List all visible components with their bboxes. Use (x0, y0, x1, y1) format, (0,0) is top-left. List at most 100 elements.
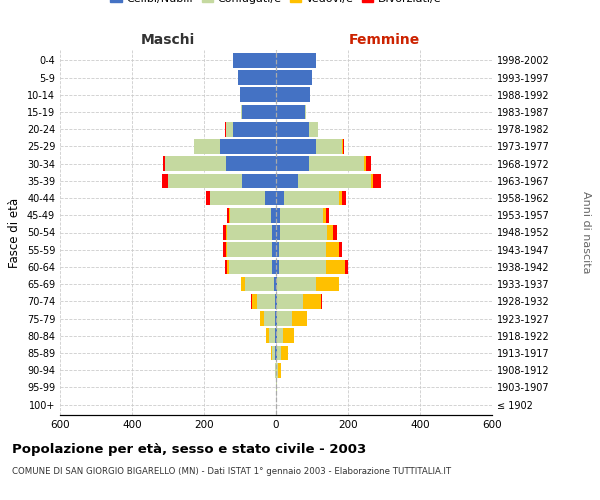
Bar (276, 53, 316, 68)
Bar (284, 190, 338, 206)
Bar (275, 346, 276, 360)
Bar (227, 260, 229, 274)
Bar (277, 294, 302, 308)
Text: Popolazione per età, sesso e stato civile - 2003: Popolazione per età, sesso e stato civil… (12, 442, 366, 456)
Bar (274, 277, 276, 291)
Bar (206, 190, 210, 206)
Bar (272, 260, 276, 274)
Bar (277, 328, 283, 343)
Bar (230, 208, 271, 222)
Bar (227, 242, 272, 257)
Bar (238, 70, 276, 85)
Bar (163, 156, 165, 171)
Bar (327, 225, 333, 240)
Bar (340, 242, 342, 257)
Bar (365, 156, 371, 171)
Bar (229, 260, 272, 274)
Bar (162, 174, 167, 188)
Bar (257, 294, 275, 308)
Bar (276, 174, 298, 188)
Bar (194, 139, 220, 154)
Bar (266, 328, 269, 343)
Bar (338, 190, 341, 206)
Bar (281, 346, 287, 360)
Bar (316, 139, 342, 154)
Text: Femmine: Femmine (349, 34, 419, 48)
Bar (242, 104, 276, 120)
Bar (227, 225, 272, 240)
Bar (276, 328, 277, 343)
Bar (242, 174, 276, 188)
Bar (224, 260, 227, 274)
Bar (283, 328, 294, 343)
Bar (271, 346, 272, 360)
Bar (275, 312, 276, 326)
Bar (276, 122, 309, 136)
Text: COMUNE DI SAN GIORGIO BIGARELLO (MN) - Dati ISTAT 1° gennaio 2003 - Elaborazione: COMUNE DI SAN GIORGIO BIGARELLO (MN) - D… (12, 468, 451, 476)
Bar (338, 277, 340, 291)
Bar (269, 328, 275, 343)
Legend: Celibi/Nubili, Coniugati/e, Vedovi/e, Divorziati/e: Celibi/Nubili, Coniugati/e, Vedovi/e, Di… (106, 0, 446, 8)
Bar (333, 225, 337, 240)
Bar (233, 53, 276, 68)
Bar (223, 242, 226, 257)
Bar (345, 260, 348, 274)
Bar (279, 260, 326, 274)
Bar (316, 277, 338, 291)
Bar (265, 312, 275, 326)
Bar (251, 294, 257, 308)
Bar (276, 294, 277, 308)
Bar (275, 328, 276, 343)
Bar (220, 139, 276, 154)
Bar (240, 88, 276, 102)
Bar (272, 242, 276, 257)
Bar (373, 174, 381, 188)
Bar (364, 156, 365, 171)
Bar (280, 208, 323, 222)
Bar (276, 208, 280, 222)
Y-axis label: Fasce di età: Fasce di età (8, 198, 21, 268)
Bar (309, 122, 319, 136)
Bar (223, 225, 226, 240)
Bar (276, 156, 309, 171)
Bar (241, 277, 245, 291)
Bar (371, 174, 373, 188)
Bar (165, 156, 226, 171)
Bar (343, 139, 344, 154)
Bar (342, 139, 343, 154)
Y-axis label: Anni di nascita: Anni di nascita (581, 191, 592, 274)
Bar (226, 225, 227, 240)
Bar (226, 122, 233, 136)
Bar (277, 312, 292, 326)
Bar (276, 70, 312, 85)
Bar (292, 312, 307, 326)
Bar (326, 260, 345, 274)
Bar (276, 380, 277, 395)
Bar (226, 156, 276, 171)
Bar (211, 190, 265, 206)
Bar (309, 156, 364, 171)
Bar (279, 242, 326, 257)
Bar (326, 242, 340, 257)
Bar (323, 208, 326, 222)
Bar (277, 277, 316, 291)
Bar (278, 363, 281, 378)
Bar (241, 104, 242, 120)
Bar (326, 208, 329, 222)
Bar (276, 139, 316, 154)
Bar (276, 363, 278, 378)
Bar (276, 104, 305, 120)
Bar (265, 190, 276, 206)
Bar (276, 88, 310, 102)
Text: Maschi: Maschi (141, 34, 195, 48)
Bar (271, 208, 276, 222)
Bar (275, 363, 276, 378)
Bar (277, 346, 281, 360)
Bar (276, 225, 280, 240)
Bar (226, 242, 227, 257)
Bar (276, 190, 284, 206)
Bar (298, 174, 371, 188)
Bar (245, 277, 274, 291)
Bar (276, 260, 279, 274)
Bar (341, 190, 346, 206)
